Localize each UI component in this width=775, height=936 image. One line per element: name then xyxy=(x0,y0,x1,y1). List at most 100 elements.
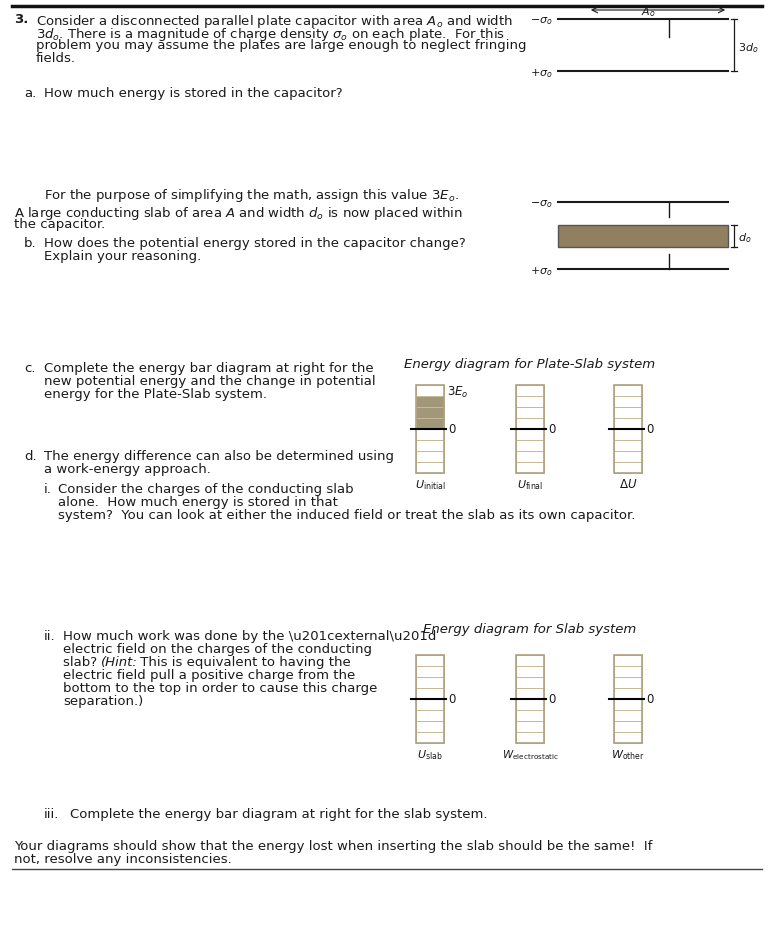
Text: energy for the Plate-Slab system.: energy for the Plate-Slab system. xyxy=(44,388,267,401)
Bar xyxy=(558,226,728,247)
Text: For the purpose of simplifying the math, assign this value $3E_o$.: For the purpose of simplifying the math,… xyxy=(44,187,459,204)
Bar xyxy=(416,732,444,743)
Text: separation.): separation.) xyxy=(63,695,143,708)
Bar xyxy=(416,688,444,699)
Bar xyxy=(516,722,544,732)
Text: c.: c. xyxy=(24,361,36,374)
Bar xyxy=(614,710,642,722)
Text: 0: 0 xyxy=(448,693,456,706)
Text: not, resolve any inconsistencies.: not, resolve any inconsistencies. xyxy=(14,852,232,865)
Bar xyxy=(614,451,642,462)
Text: 0: 0 xyxy=(646,423,653,436)
Text: How much energy is stored in the capacitor?: How much energy is stored in the capacit… xyxy=(44,87,343,100)
Bar xyxy=(516,462,544,474)
Text: Explain your reasoning.: Explain your reasoning. xyxy=(44,250,202,263)
Text: ii.: ii. xyxy=(44,629,56,642)
Bar xyxy=(614,666,642,678)
Text: Your diagrams should show that the energy lost when inserting the slab should be: Your diagrams should show that the energ… xyxy=(14,839,653,852)
Text: (Hint:: (Hint: xyxy=(101,655,138,668)
Bar xyxy=(416,386,444,397)
Text: $3d_o$: $3d_o$ xyxy=(738,41,759,54)
Bar xyxy=(416,678,444,688)
Text: bottom to the top in order to cause this charge: bottom to the top in order to cause this… xyxy=(63,681,377,695)
Bar xyxy=(614,722,642,732)
Text: $\Delta U$: $\Delta U$ xyxy=(618,477,637,490)
Text: fields.: fields. xyxy=(36,51,76,65)
Text: 0: 0 xyxy=(548,693,556,706)
Text: $W_{\rm electrostatic}$: $W_{\rm electrostatic}$ xyxy=(501,747,559,761)
Bar xyxy=(614,678,642,688)
Bar xyxy=(614,655,642,743)
Text: $-\sigma_o$: $-\sigma_o$ xyxy=(530,197,553,210)
Bar xyxy=(516,655,544,743)
Text: $U_{\rm final}$: $U_{\rm final}$ xyxy=(517,477,543,491)
Bar xyxy=(416,655,444,666)
Text: 0: 0 xyxy=(548,423,556,436)
Text: The energy difference can also be determined using: The energy difference can also be determ… xyxy=(44,449,394,462)
Text: 3.: 3. xyxy=(14,13,29,26)
Bar xyxy=(416,397,444,407)
Text: Consider the charges of the conducting slab: Consider the charges of the conducting s… xyxy=(58,482,353,495)
Bar xyxy=(614,655,642,666)
Text: alone.  How much energy is stored in that: alone. How much energy is stored in that xyxy=(58,495,338,508)
Text: $A_o$: $A_o$ xyxy=(641,5,656,19)
Bar xyxy=(516,451,544,462)
Bar xyxy=(614,688,642,699)
Text: 0: 0 xyxy=(646,693,653,706)
Text: electric field pull a positive charge from the: electric field pull a positive charge fr… xyxy=(63,668,355,681)
Text: system?  You can look at either the induced field or treat the slab as its own c: system? You can look at either the induc… xyxy=(58,508,636,521)
Bar xyxy=(416,710,444,722)
Text: electric field on the charges of the conducting: electric field on the charges of the con… xyxy=(63,642,372,655)
Text: Energy diagram for Slab system: Energy diagram for Slab system xyxy=(423,622,636,636)
Text: $3d_o$. There is a magnitude of charge density $\sigma_o$ on each plate.  For th: $3d_o$. There is a magnitude of charge d… xyxy=(36,26,505,43)
Bar xyxy=(516,430,544,441)
Text: How does the potential energy stored in the capacitor change?: How does the potential energy stored in … xyxy=(44,237,466,250)
Bar xyxy=(416,462,444,474)
Bar xyxy=(516,441,544,451)
Text: How much work was done by the \u201cexternal\u201d: How much work was done by the \u201cexte… xyxy=(63,629,436,642)
Bar xyxy=(416,418,444,430)
Bar xyxy=(416,451,444,462)
Bar xyxy=(516,397,544,407)
Text: $d_o$: $d_o$ xyxy=(738,231,752,245)
Bar xyxy=(614,430,642,441)
Text: A large conducting slab of area $A$ and width $d_o$ is now placed within: A large conducting slab of area $A$ and … xyxy=(14,205,463,222)
Text: $3E_o$: $3E_o$ xyxy=(447,384,469,399)
Text: d.: d. xyxy=(24,449,36,462)
Bar xyxy=(614,462,642,474)
Text: a.: a. xyxy=(24,87,36,100)
Bar xyxy=(516,407,544,418)
Text: a work-energy approach.: a work-energy approach. xyxy=(44,462,211,475)
Bar xyxy=(416,386,444,474)
Text: b.: b. xyxy=(24,237,36,250)
Text: $+\sigma_o$: $+\sigma_o$ xyxy=(530,265,553,277)
Text: $W_{\rm other}$: $W_{\rm other}$ xyxy=(611,747,645,761)
Bar xyxy=(516,666,544,678)
Bar xyxy=(516,688,544,699)
Text: $U_{\rm initial}$: $U_{\rm initial}$ xyxy=(415,477,446,491)
Text: Complete the energy bar diagram at right for the slab system.: Complete the energy bar diagram at right… xyxy=(70,807,487,820)
Bar xyxy=(516,710,544,722)
Bar xyxy=(416,430,444,441)
Text: problem you may assume the plates are large enough to neglect fringing: problem you may assume the plates are la… xyxy=(36,39,526,51)
Text: $-\sigma_o$: $-\sigma_o$ xyxy=(530,15,553,27)
Text: new potential energy and the change in potential: new potential energy and the change in p… xyxy=(44,374,376,388)
Bar xyxy=(516,655,544,666)
Text: $+\sigma_o$: $+\sigma_o$ xyxy=(530,67,553,80)
Bar xyxy=(416,655,444,743)
Bar xyxy=(516,732,544,743)
Bar xyxy=(614,441,642,451)
Bar xyxy=(416,441,444,451)
Bar xyxy=(516,678,544,688)
Bar xyxy=(516,386,544,397)
Text: This is equivalent to having the: This is equivalent to having the xyxy=(136,655,351,668)
Text: 0: 0 xyxy=(448,423,456,436)
Bar xyxy=(614,732,642,743)
Text: Complete the energy bar diagram at right for the: Complete the energy bar diagram at right… xyxy=(44,361,374,374)
Bar xyxy=(416,407,444,418)
Bar xyxy=(416,722,444,732)
Bar xyxy=(614,386,642,474)
Text: Energy diagram for Plate-Slab system: Energy diagram for Plate-Slab system xyxy=(405,358,656,371)
Text: i.: i. xyxy=(44,482,52,495)
Text: iii.: iii. xyxy=(44,807,60,820)
